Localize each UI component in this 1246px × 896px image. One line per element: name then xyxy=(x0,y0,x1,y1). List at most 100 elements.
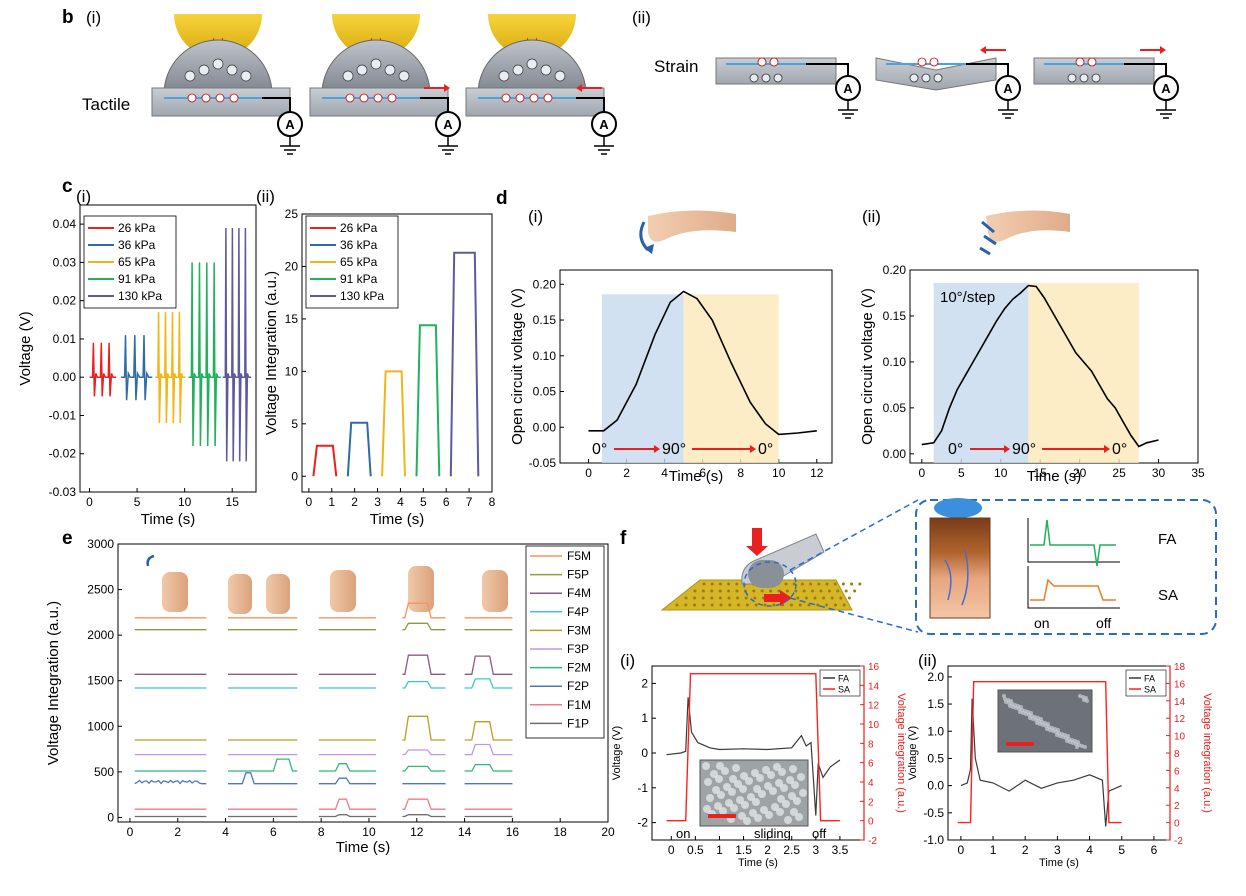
texture-dot xyxy=(1075,745,1079,749)
sensor-dot xyxy=(753,596,757,600)
x-tick-label: 20 xyxy=(601,825,615,839)
y-tick-label: 0.0 xyxy=(927,779,944,793)
sensor-dot xyxy=(847,596,851,600)
x-tick-label: 10 xyxy=(994,466,1008,480)
y-tick-label: 0.10 xyxy=(533,349,557,363)
y-tick-label: 0.05 xyxy=(533,385,557,399)
x-tick-label: 3 xyxy=(1054,843,1061,857)
texture-dot xyxy=(788,792,796,800)
series-line-sa xyxy=(957,681,1122,824)
sensor-dot xyxy=(853,589,857,593)
y-tick-label: 0.03 xyxy=(53,255,77,269)
negative-charge-icon xyxy=(921,73,931,83)
x-axis-label: Time (s) xyxy=(738,857,778,869)
hand-gesture-icon-1 xyxy=(146,554,188,612)
arrow-head xyxy=(444,84,450,92)
ground-icon xyxy=(438,136,458,155)
sensor-dot xyxy=(858,582,862,586)
panel-b-sub-ii: (ii) xyxy=(632,8,651,27)
texture-dot xyxy=(728,788,736,796)
series-line-f2m xyxy=(318,763,377,772)
sensor-dot xyxy=(718,589,722,593)
y2-tick-label: 2 xyxy=(868,797,874,808)
texture-dot xyxy=(760,806,768,814)
positive-charge-icon xyxy=(515,93,525,103)
texture-dot xyxy=(736,796,744,804)
sensor-dot xyxy=(825,603,829,607)
inset-sa-label: SA xyxy=(1158,587,1178,604)
x-tick-label: 0 xyxy=(306,495,313,509)
sensor-dot xyxy=(798,603,802,607)
inset-on-label: on xyxy=(1034,615,1050,631)
angle-label-start: 0° xyxy=(948,441,963,458)
legend-label: 91 kPa xyxy=(118,272,156,286)
texture-dot xyxy=(721,767,729,775)
texture-dot xyxy=(789,765,797,773)
texture-dot xyxy=(778,768,786,776)
off-label: off xyxy=(812,826,827,841)
chart-d-i: 0 2 4 6 8 10 12 -0.05 0.00 0.05 0.10 0.15 0.20 Time (… xyxy=(509,269,833,485)
tactile-diagrams: + +A+ +A+ +A xyxy=(151,14,617,155)
panel-label-f: f xyxy=(620,528,627,549)
texture-dot xyxy=(751,769,759,777)
positive-charge-icon xyxy=(1087,57,1097,67)
chart-d-ii: 0 5 10 15 20 25 30 35 0.00 0.05 0.10 0.15 0.20 Time (… xyxy=(859,263,1205,485)
y-tick-label: 2500 xyxy=(87,583,114,597)
sensor-dot xyxy=(816,603,820,607)
texture-dot xyxy=(739,785,747,793)
ground-icon xyxy=(1156,100,1176,119)
negative-charge-icon xyxy=(909,73,919,83)
series-line-fa xyxy=(960,698,1122,827)
panel-label-d: d xyxy=(496,188,508,209)
legend-label: SA xyxy=(838,685,850,695)
sensor-dot xyxy=(745,603,749,607)
x-tick-label: 2 xyxy=(1022,843,1029,857)
x-tick-label: 5 xyxy=(134,495,141,509)
legend-label: SA xyxy=(1144,685,1156,695)
y2-axis-label: Voltage integration (a.u.) xyxy=(895,693,907,813)
sensor-dot xyxy=(807,603,811,607)
tactile-label: Tactile xyxy=(82,95,130,114)
sensor-dot xyxy=(833,603,837,607)
strain-label: Strain xyxy=(654,57,698,76)
sensor-dot xyxy=(800,582,804,586)
positive-charge-icon xyxy=(917,57,927,67)
negative-charge-icon xyxy=(1067,73,1077,83)
panel-b: b (i) (ii) Tactile Strain + +A+ +A+ +A A… xyxy=(62,7,1179,155)
x-tick-label: 14 xyxy=(458,825,472,839)
x-tick-label: 16 xyxy=(506,825,520,839)
x-tick-label: 6 xyxy=(270,825,277,839)
legend-label: F4P xyxy=(567,605,589,619)
texture-dot xyxy=(732,764,740,772)
x-tick-label: 15 xyxy=(1034,466,1048,480)
series-line-3 xyxy=(415,324,441,477)
y-tick-label: 1 xyxy=(641,711,648,725)
x-tick-label: 6 xyxy=(699,466,706,480)
x-tick-label: 6 xyxy=(1151,843,1158,857)
series-line-0 xyxy=(312,444,338,477)
finger-bend-icon-i xyxy=(639,210,736,254)
ammeter-label: A xyxy=(443,117,453,132)
x-tick-label: 4 xyxy=(1086,843,1093,857)
sensor-dot xyxy=(785,589,789,593)
y2-tick-label: 6 xyxy=(1174,766,1180,777)
positive-charge-icon xyxy=(229,93,239,103)
legend-label: F4M xyxy=(567,586,591,600)
panel-f: f FA SA xyxy=(611,498,1217,869)
sensor-dot xyxy=(701,589,705,593)
negative-charge-icon xyxy=(398,70,410,82)
panel-d-sub-i: (i) xyxy=(528,207,543,226)
hand-gesture-icon-4 xyxy=(408,566,434,612)
texture-dot xyxy=(1028,716,1032,720)
x-tick-label: 2 xyxy=(351,495,358,509)
legend-label: 26 kPa xyxy=(340,221,378,235)
texture-dot xyxy=(710,770,718,778)
y-axis-label: Voltage (V) xyxy=(611,726,623,780)
series-line-f3p xyxy=(402,749,446,756)
y-axis-label: Open circuit voltage (V) xyxy=(509,288,526,445)
angle-label-start: 0° xyxy=(592,441,607,458)
positive-charge-icon xyxy=(543,93,553,103)
y2-tick-label: 18 xyxy=(1174,662,1186,673)
